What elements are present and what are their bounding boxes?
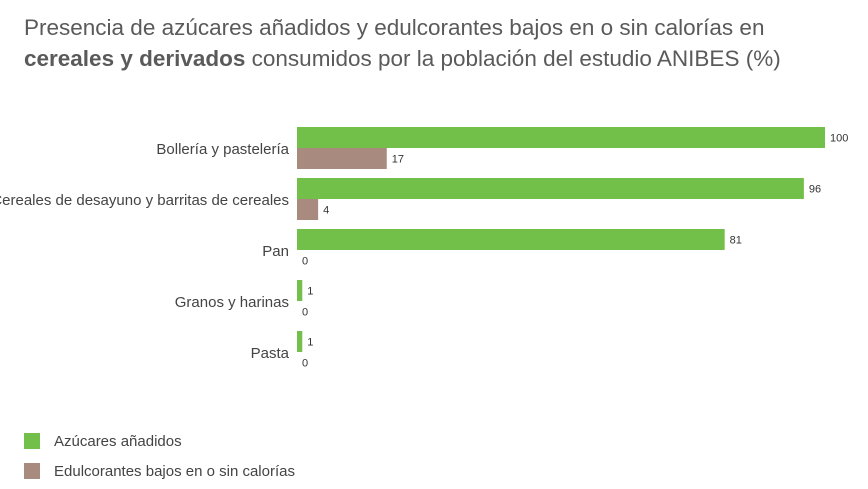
data-label: 1 [307, 336, 313, 348]
data-label: 81 [730, 234, 742, 246]
category-label: Cereales de desayuno y barritas de cerea… [0, 192, 289, 209]
category-label: Pan [262, 243, 289, 260]
bar-sugar [297, 127, 825, 148]
data-label: 4 [323, 204, 329, 216]
data-label: 100 [830, 132, 848, 144]
data-label: 0 [302, 357, 308, 369]
data-label: 1 [307, 285, 313, 297]
category-label: Bollería y pastelería [156, 141, 289, 158]
bar-sweetener [297, 148, 387, 169]
legend-swatch-sweetener [24, 463, 40, 479]
chart-title: Presencia de azúcares añadidos y edulcor… [24, 12, 854, 74]
data-label: 0 [302, 255, 308, 267]
category-label: Granos y harinas [175, 294, 289, 311]
data-label: 96 [809, 183, 821, 195]
title-part-1: Presencia de azúcares añadidos y edulcor… [24, 15, 765, 40]
legend: Azúcares añadidos Edulcorantes bajos en … [24, 426, 295, 486]
data-label: 0 [302, 306, 308, 318]
bar-sugar [297, 178, 804, 199]
bar-sugar [297, 331, 303, 352]
bar-sugar [297, 229, 725, 250]
category-label: Pasta [251, 345, 290, 362]
data-label: 17 [392, 153, 404, 165]
title-bold: cereales y derivados [24, 46, 246, 71]
legend-item-sweetener: Edulcorantes bajos en o sin calorías [24, 456, 295, 486]
bar-sweetener [297, 199, 319, 220]
bar-sugar [297, 280, 303, 301]
legend-swatch-sugar [24, 433, 40, 449]
legend-label-sweetener: Edulcorantes bajos en o sin calorías [54, 462, 295, 480]
legend-label-sugar: Azúcares añadidos [54, 432, 182, 450]
title-part-2: consumidos por la población del estudio … [245, 46, 781, 71]
legend-item-sugar: Azúcares añadidos [24, 426, 295, 456]
